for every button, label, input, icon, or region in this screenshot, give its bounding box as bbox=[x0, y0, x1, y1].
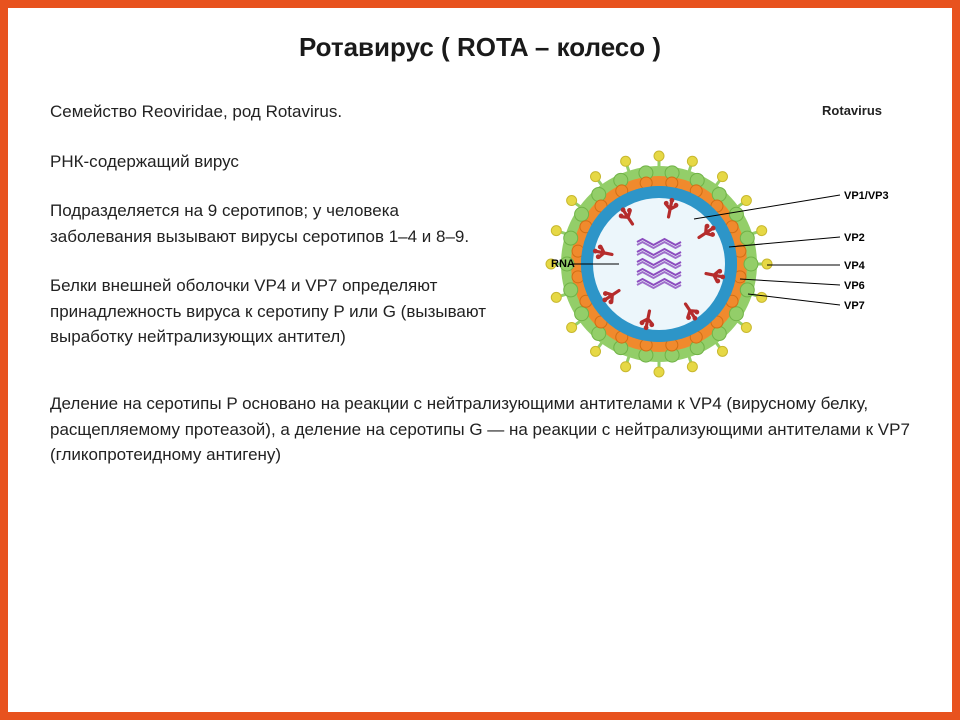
svg-text:RNA: RNA bbox=[551, 258, 575, 270]
svg-text:VP1/VP3: VP1/VP3 bbox=[844, 190, 889, 202]
content-row: Семейство Reoviridae, род Rotavirus. РНК… bbox=[50, 99, 910, 379]
diagram-column: Rotavirus RNA VP1/VP3 VP2 VP4 VP6 VP7 bbox=[524, 99, 910, 379]
rotavirus-diagram: RNA VP1/VP3 VP2 VP4 VP6 VP7 bbox=[524, 119, 894, 399]
paragraph-3: Подразделяется на 9 серотипов; у человек… bbox=[50, 198, 500, 249]
svg-text:VP4: VP4 bbox=[844, 260, 866, 272]
virus-svg: RNA VP1/VP3 VP2 VP4 VP6 VP7 bbox=[524, 119, 894, 409]
diagram-title: Rotavirus bbox=[822, 103, 882, 118]
svg-text:VP6: VP6 bbox=[844, 280, 865, 292]
slide-title: Ротавирус ( ROTA – колесо ) bbox=[50, 32, 910, 63]
svg-text:VP2: VP2 bbox=[844, 232, 865, 244]
paragraph-2: РНК-содержащий вирус bbox=[50, 149, 500, 175]
svg-text:VP7: VP7 bbox=[844, 300, 865, 312]
text-column: Семейство Reoviridae, род Rotavirus. РНК… bbox=[50, 99, 500, 379]
paragraph-4: Белки внешней оболочки VP4 и VP7 определ… bbox=[50, 273, 500, 350]
paragraph-1: Семейство Reoviridae, род Rotavirus. bbox=[50, 99, 500, 125]
slide-page: Ротавирус ( ROTA – колесо ) Семейство Re… bbox=[8, 8, 952, 712]
